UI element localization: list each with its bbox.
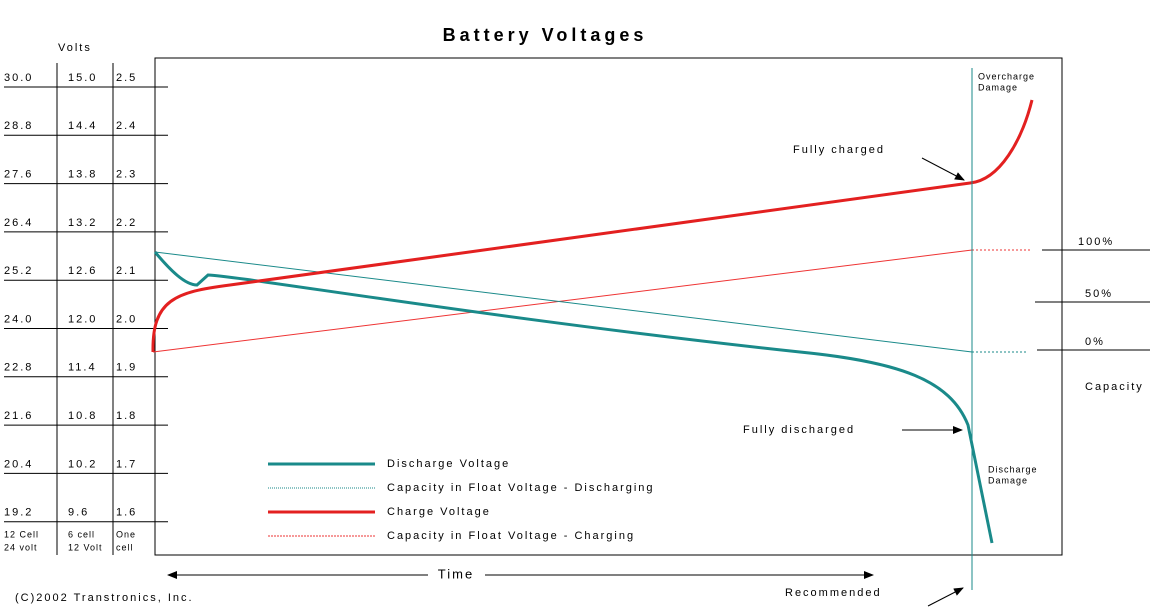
voltage-label: 13.2 — [68, 217, 97, 229]
voltage-label: 1.8 — [116, 410, 137, 422]
voltage-label: 30.0 — [4, 72, 33, 84]
legend: Discharge Voltage Capacity in Float Volt… — [268, 458, 655, 542]
voltage-table: 30.0 28.8 27.6 26.4 25.2 24.0 22.8 21.6 20.4 19.2… — [4, 72, 168, 552]
column-footer: cell — [116, 542, 134, 552]
arrow — [921, 157, 965, 181]
annotation: Recommended — [785, 587, 882, 599]
plot-frame — [154, 57, 1063, 556]
column-footer: 12 Cell — [4, 529, 39, 539]
capacity-title: Capacity — [1085, 381, 1144, 393]
annotation: Discharge — [988, 464, 1038, 474]
column-footer: One — [116, 529, 136, 539]
voltage-label: 25.2 — [4, 265, 33, 277]
voltage-label: 12.0 — [68, 313, 97, 325]
voltage-label: 1.6 — [116, 507, 137, 519]
voltage-label: 2.3 — [116, 169, 137, 181]
voltage-label: 2.1 — [116, 265, 137, 277]
voltage-label: 24.0 — [4, 313, 33, 325]
voltage-label: 15.0 — [68, 72, 97, 84]
voltage-label: 1.7 — [116, 458, 137, 470]
annotation: Damage — [978, 82, 1018, 92]
capacity-label: 50% — [1085, 288, 1113, 300]
legend-label: Discharge Voltage — [387, 458, 510, 470]
voltage-label: 9.6 — [68, 507, 89, 519]
charge-voltage-curve — [151, 99, 1034, 353]
voltage-label: 26.4 — [4, 217, 33, 229]
column-footer: 24 volt — [4, 542, 38, 552]
legend-label: Capacity in Float Voltage - Charging — [387, 530, 635, 542]
voltage-label: 20.4 — [4, 458, 33, 470]
chart-title: Battery Voltages — [443, 25, 648, 45]
voltage-label: 22.8 — [4, 362, 33, 374]
voltage-label: 13.8 — [68, 169, 97, 181]
capacity-label: 100% — [1078, 236, 1114, 248]
voltage-label: 19.2 — [4, 507, 33, 519]
discharge-voltage-curve — [153, 251, 994, 544]
voltage-label: 14.4 — [68, 120, 97, 132]
legend-label: Capacity in Float Voltage - Discharging — [387, 482, 655, 494]
arrow — [927, 587, 964, 607]
voltage-label: 10.2 — [68, 458, 97, 470]
annotation: Fully charged — [793, 144, 885, 156]
voltage-label: 2.0 — [116, 313, 137, 325]
voltage-label: 28.8 — [4, 120, 33, 132]
voltage-label: 10.8 — [68, 410, 97, 422]
voltage-label: 27.6 — [4, 169, 33, 181]
voltage-label: 2.5 — [116, 72, 137, 84]
annotation: Overcharge — [978, 71, 1035, 81]
annotation: Fully discharged — [743, 424, 855, 436]
voltage-label: 11.4 — [68, 362, 97, 374]
column-footer: 12 Volt — [68, 542, 103, 552]
capacity-charging-line — [152, 249, 973, 353]
annotation: Damage — [988, 475, 1028, 485]
time-label: Time — [438, 566, 474, 581]
legend-label: Charge Voltage — [387, 506, 491, 518]
voltage-label: 12.6 — [68, 265, 97, 277]
copyright: (C)2002 Transtronics, Inc. — [15, 592, 194, 604]
axis-label: Volts — [58, 42, 92, 54]
voltage-label: 2.2 — [116, 217, 137, 229]
capacity-discharging-line — [154, 251, 973, 353]
capacity-label: 0% — [1085, 336, 1105, 348]
column-footer: 6 cell — [68, 529, 95, 539]
voltage-label: 1.9 — [116, 362, 137, 374]
voltage-label: 21.6 — [4, 410, 33, 422]
voltage-label: 2.4 — [116, 120, 137, 132]
